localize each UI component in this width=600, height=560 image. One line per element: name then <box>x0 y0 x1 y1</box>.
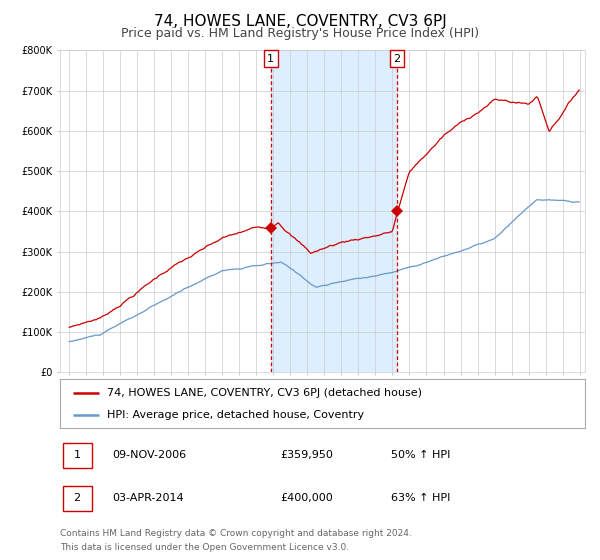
Text: 03-APR-2014: 03-APR-2014 <box>113 493 184 503</box>
Text: 50% ↑ HPI: 50% ↑ HPI <box>391 450 450 460</box>
Text: 63% ↑ HPI: 63% ↑ HPI <box>391 493 450 503</box>
Text: HPI: Average price, detached house, Coventry: HPI: Average price, detached house, Cove… <box>107 410 364 420</box>
Text: Price paid vs. HM Land Registry's House Price Index (HPI): Price paid vs. HM Land Registry's House … <box>121 27 479 40</box>
Text: 2: 2 <box>393 54 400 64</box>
Text: 74, HOWES LANE, COVENTRY, CV3 6PJ (detached house): 74, HOWES LANE, COVENTRY, CV3 6PJ (detac… <box>107 388 422 398</box>
Bar <box>271 50 397 372</box>
Text: 09-NOV-2006: 09-NOV-2006 <box>113 450 187 460</box>
FancyBboxPatch shape <box>62 486 91 511</box>
Text: 2: 2 <box>74 493 80 503</box>
Text: Contains HM Land Registry data © Crown copyright and database right 2024.: Contains HM Land Registry data © Crown c… <box>60 529 412 538</box>
Text: 1: 1 <box>267 54 274 64</box>
Text: £359,950: £359,950 <box>281 450 334 460</box>
Text: 74, HOWES LANE, COVENTRY, CV3 6PJ: 74, HOWES LANE, COVENTRY, CV3 6PJ <box>154 14 446 29</box>
FancyBboxPatch shape <box>62 442 91 468</box>
Text: £400,000: £400,000 <box>281 493 333 503</box>
Text: This data is licensed under the Open Government Licence v3.0.: This data is licensed under the Open Gov… <box>60 543 349 552</box>
Text: 1: 1 <box>74 450 80 460</box>
